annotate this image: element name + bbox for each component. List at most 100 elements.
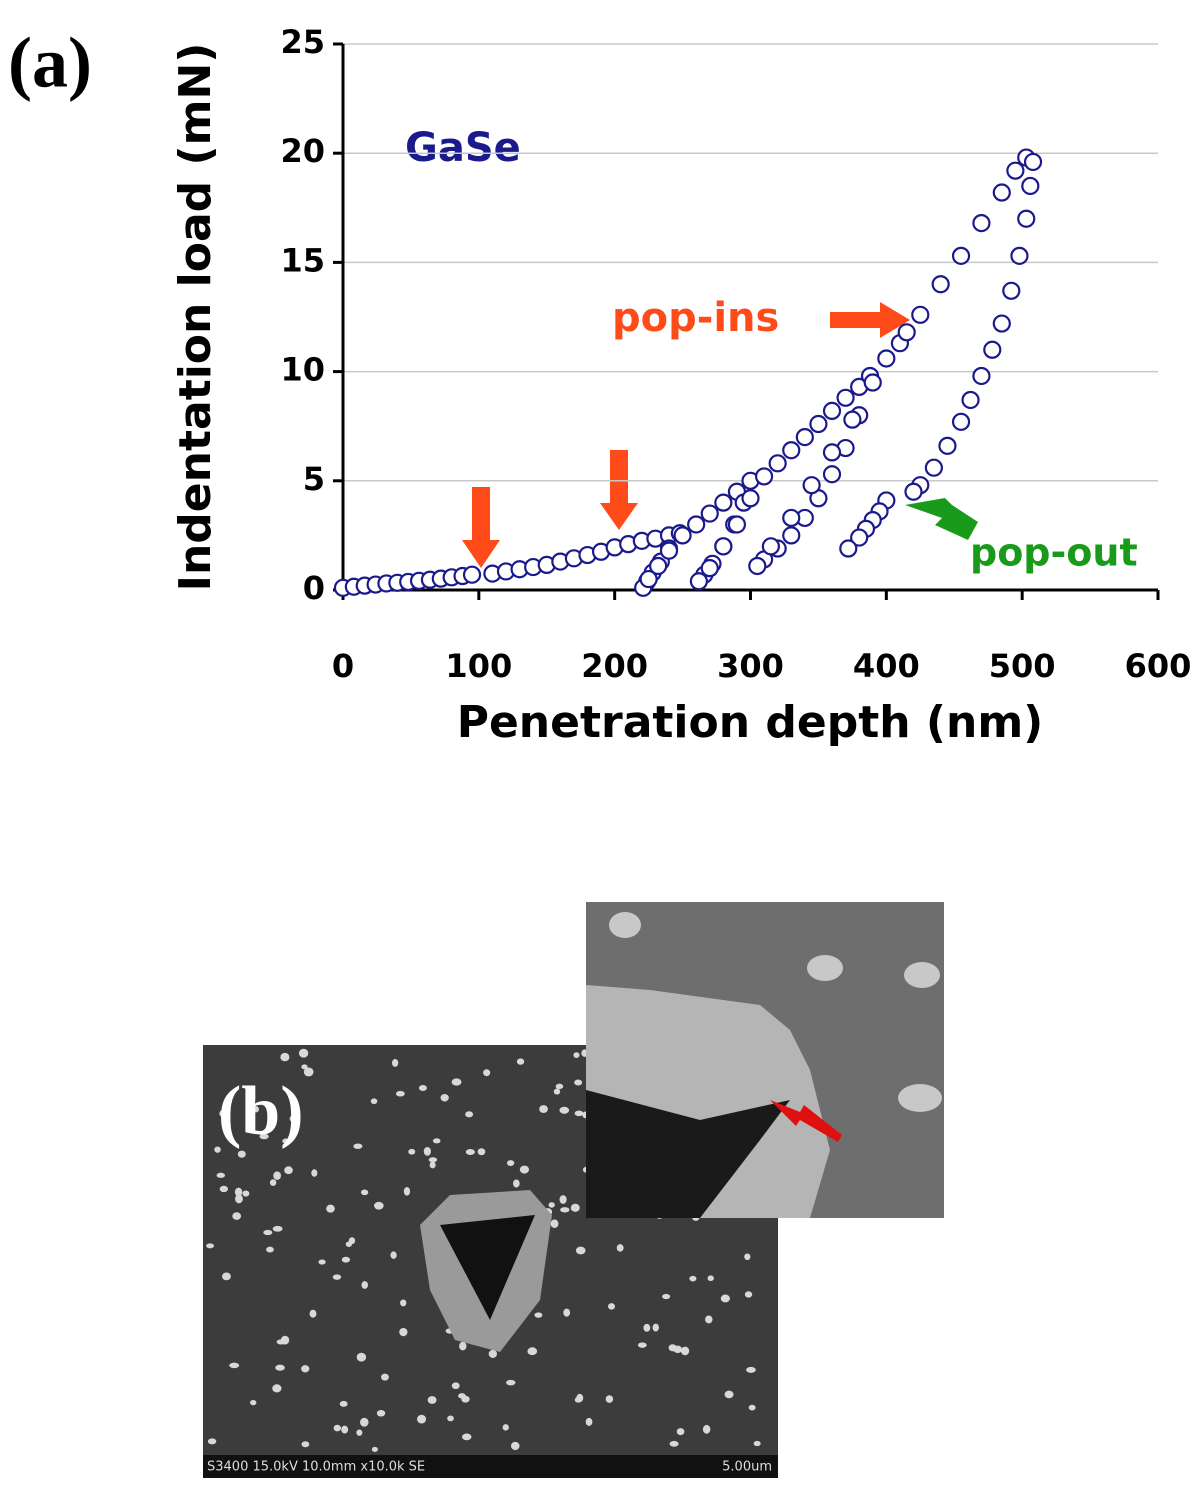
particle <box>418 1085 427 1091</box>
data-point <box>931 275 950 294</box>
data-point <box>822 443 842 462</box>
data-point <box>714 537 733 556</box>
particle <box>680 1346 690 1356</box>
particle <box>280 1335 290 1345</box>
arrow <box>600 450 638 530</box>
data-point <box>843 410 862 429</box>
particle <box>259 1133 269 1140</box>
particle <box>519 1165 530 1174</box>
data-point <box>897 323 916 342</box>
particle <box>423 1147 431 1156</box>
particle <box>207 1438 217 1445</box>
particle <box>356 1429 363 1436</box>
data-point <box>938 436 957 455</box>
particle <box>370 1098 378 1105</box>
particle <box>266 1246 274 1253</box>
particle <box>403 1186 411 1196</box>
particle <box>339 1400 348 1407</box>
data-point <box>687 515 706 534</box>
particle <box>609 912 641 938</box>
particle <box>303 1067 314 1077</box>
particle <box>570 1203 580 1212</box>
data-point <box>754 467 774 486</box>
particle <box>483 1069 491 1077</box>
particle <box>548 1202 555 1208</box>
particle <box>516 1058 525 1065</box>
particle <box>345 1241 352 1247</box>
data-point <box>850 528 869 547</box>
particle <box>652 1323 659 1332</box>
y-tick-label: 0 <box>303 569 325 607</box>
particle <box>232 1212 242 1220</box>
particle <box>563 1308 571 1317</box>
particle <box>527 1347 538 1356</box>
particle <box>534 1312 543 1318</box>
data-point <box>795 428 814 447</box>
x-axis-title: Penetration depth (nm) <box>457 697 1044 748</box>
particle <box>748 1404 756 1411</box>
particle <box>637 1342 647 1348</box>
particle <box>399 1327 408 1337</box>
data-point <box>1006 161 1025 180</box>
x-tick-label: 300 <box>717 647 784 685</box>
data-point <box>992 183 1011 202</box>
particle <box>206 1243 214 1249</box>
data-point <box>863 373 882 392</box>
data-point <box>951 246 971 265</box>
particle <box>311 1169 318 1177</box>
annotation: pop-out <box>970 531 1138 575</box>
particle <box>559 1106 570 1114</box>
indent-hole <box>586 1090 790 1218</box>
data-point <box>761 537 780 556</box>
particle <box>216 1172 226 1178</box>
data-point <box>822 465 842 484</box>
particle <box>408 1148 416 1155</box>
y-tick-label: 20 <box>280 132 325 170</box>
particle <box>559 1195 567 1204</box>
particle <box>550 1219 559 1228</box>
particle <box>477 1148 486 1156</box>
sem-caption: S3400 15.0kV 10.0mm x10.0k SE <box>207 1460 425 1475</box>
particle <box>643 1323 651 1332</box>
particle <box>272 1384 282 1393</box>
particle <box>280 1052 290 1062</box>
data-point <box>689 572 708 591</box>
x-tick-label: 500 <box>989 647 1056 685</box>
data-point <box>700 559 719 578</box>
data-point <box>1021 176 1040 196</box>
sem-bar <box>203 1455 778 1478</box>
particle <box>669 1440 679 1447</box>
x-tick-label: 400 <box>853 647 920 685</box>
x-tick-label: 200 <box>581 647 648 685</box>
plot: 0 5 10 15 20 25 0 100 200 300 400 500 600 <box>280 23 1191 685</box>
particle <box>451 1382 460 1390</box>
particle <box>585 1417 593 1426</box>
particle <box>246 1112 253 1120</box>
particle <box>707 1275 714 1282</box>
panel-label: (b) <box>218 1073 304 1150</box>
particle <box>298 1048 309 1058</box>
particle <box>374 1201 384 1210</box>
particle <box>724 1390 734 1399</box>
particle <box>376 1409 386 1417</box>
x-tick-label: 0 <box>332 647 354 685</box>
particle <box>465 1149 475 1156</box>
y-tick-label: 5 <box>303 460 325 498</box>
arrow <box>830 302 910 338</box>
particle <box>417 1414 427 1424</box>
data-point <box>649 556 668 576</box>
particle <box>574 1110 584 1117</box>
particle <box>219 1185 229 1193</box>
arrows <box>462 302 910 568</box>
particle <box>689 1275 697 1282</box>
particle <box>744 1253 751 1261</box>
particle <box>275 1364 285 1371</box>
x-tick-label: 100 <box>445 647 512 685</box>
particle <box>513 1179 520 1188</box>
particle <box>720 1294 730 1303</box>
particle <box>575 1246 586 1255</box>
particle <box>237 1150 246 1158</box>
particle <box>753 1440 761 1447</box>
data-point <box>972 366 991 386</box>
